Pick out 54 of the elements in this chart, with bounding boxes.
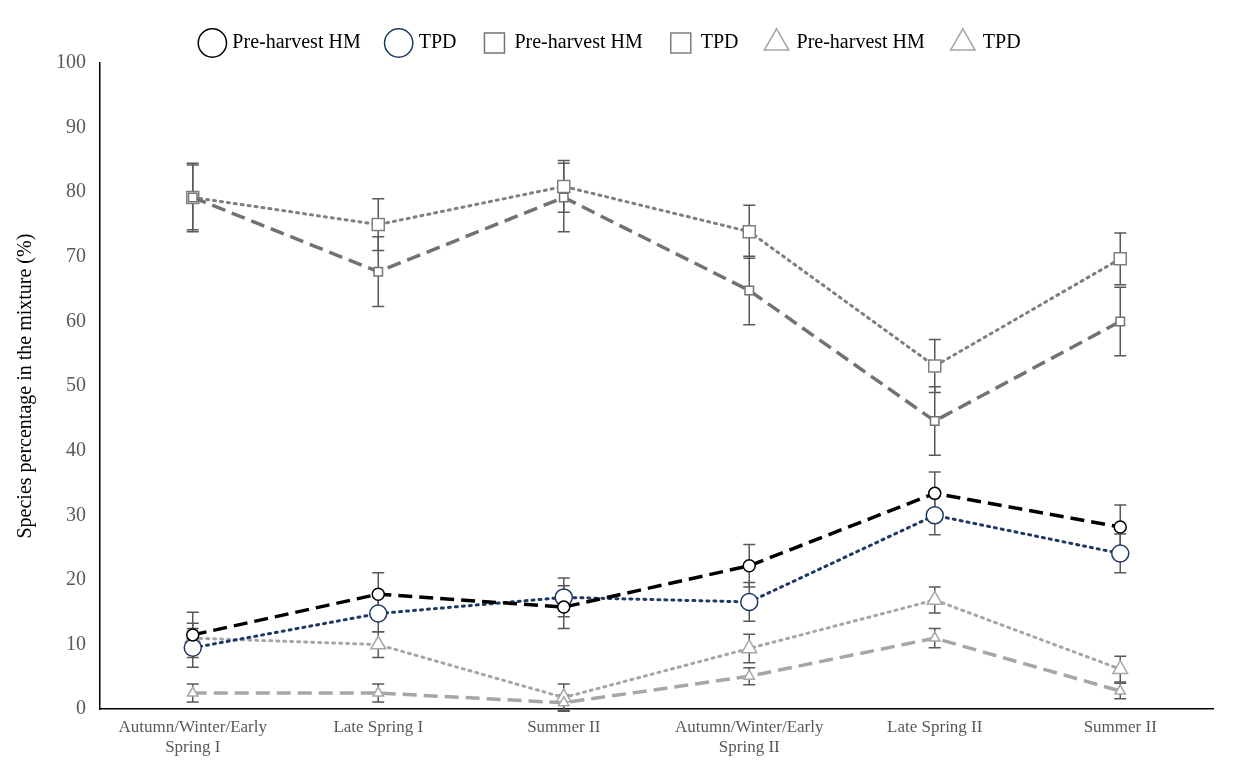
point — [742, 558, 756, 573]
point — [370, 635, 387, 650]
y-tick-label: 10 — [66, 631, 86, 654]
y-tick-label: 50 — [66, 373, 86, 396]
point — [372, 686, 385, 697]
point — [1113, 252, 1128, 266]
point — [740, 592, 759, 612]
point — [369, 604, 388, 623]
point — [928, 486, 942, 501]
y-tick-label: 30 — [66, 502, 86, 525]
point — [741, 639, 758, 654]
point — [557, 600, 571, 614]
y-tick-label: 0 — [76, 696, 86, 719]
point — [1114, 684, 1127, 695]
point — [744, 285, 755, 296]
y-tick-label: 40 — [66, 437, 86, 460]
point — [557, 695, 570, 707]
point — [929, 416, 940, 426]
y-tick-label: 80 — [66, 179, 86, 202]
y-tick-label: 20 — [66, 567, 86, 590]
point — [1112, 659, 1129, 675]
point — [1115, 316, 1126, 327]
point — [925, 506, 944, 525]
x-tick-label: Summer II — [527, 716, 601, 736]
point — [1113, 520, 1127, 534]
point — [1111, 544, 1130, 563]
legend-label: TPD — [700, 30, 739, 53]
y-axis-title: Species percentage in the mixture (%) — [13, 233, 37, 539]
legend-label: TPD — [418, 30, 457, 53]
x-tick-label: Late Spring I — [333, 716, 424, 736]
x-tick-label: Late Spring II — [887, 716, 983, 736]
y-tick-label: 90 — [66, 114, 86, 137]
point — [183, 638, 202, 658]
point — [928, 631, 941, 642]
legend-label: Pre-harvest HM — [796, 30, 926, 53]
y-tick-label: 70 — [66, 244, 86, 267]
legend-label: Pre-harvest HM — [232, 30, 361, 53]
point — [743, 669, 756, 680]
point — [927, 359, 942, 373]
x-tick-label: Autumn/Winter/Early Spring II — [674, 716, 824, 757]
legend-label: TPD — [982, 30, 1021, 53]
point — [371, 217, 386, 232]
point — [556, 179, 571, 194]
legend-label: Pre-harvest HM — [514, 30, 643, 53]
point — [742, 224, 757, 239]
y-tick-label: 100 — [56, 50, 86, 73]
point — [373, 266, 384, 277]
x-tick-label: Autumn/Winter/Early Spring I — [118, 716, 268, 757]
y-tick-label: 60 — [66, 308, 86, 331]
point — [558, 192, 569, 203]
point — [371, 587, 385, 601]
point — [186, 686, 199, 697]
point — [926, 590, 943, 605]
x-tick-label: Summer II — [1083, 716, 1158, 736]
